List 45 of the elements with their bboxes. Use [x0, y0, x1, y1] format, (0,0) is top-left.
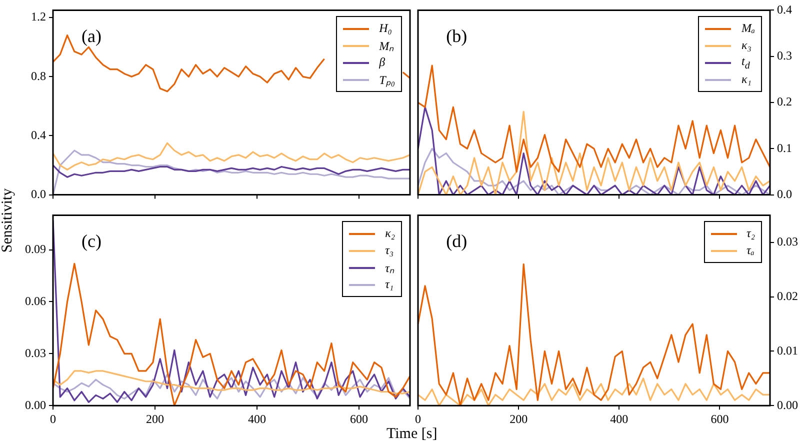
y-tick-label: 0.4	[31, 128, 46, 142]
y2-tick-label: 0.01	[777, 343, 798, 358]
annotation: (d)	[446, 230, 468, 251]
legend-label: Tₚ₀	[379, 72, 395, 88]
y2-tick-label: 0.4	[777, 2, 792, 16]
legend-label: κ₁	[741, 72, 752, 88]
y-tick-label: 0.03	[25, 346, 46, 360]
y2-tick-label: 0.00	[777, 398, 798, 412]
x-tick-label: 600	[350, 412, 368, 426]
x-tick-label: 0	[415, 412, 421, 426]
legend-label: Mₙ	[379, 38, 394, 54]
y2-tick-label: 0.0	[777, 186, 792, 201]
legend-label: κ₂	[385, 226, 395, 242]
legend-label: t$_{d}$	[741, 54, 750, 72]
x-tick-label: 400	[610, 412, 628, 426]
legend-label: τₐ	[746, 243, 754, 258]
annotation: (c)	[82, 230, 102, 251]
annotation: (a)	[82, 26, 102, 46]
y2-tick-label: 0.03	[777, 234, 798, 249]
x-axis-title: Time [s]	[386, 426, 438, 443]
x-tick-label: 0	[50, 412, 56, 426]
y2-tick-label: 0.3	[777, 48, 792, 63]
legend-label: τ₃	[385, 243, 394, 258]
y-tick-label: 0.0	[31, 186, 46, 201]
legend-label: β	[379, 55, 386, 70]
y-tick-label: 0.00	[25, 398, 46, 412]
y-tick-label: 0.06	[25, 294, 46, 308]
y2-tick-label: 0.2	[777, 94, 792, 109]
y-tick-label: 0.8	[31, 68, 46, 83]
y-axis-title: Sensitivity	[0, 188, 17, 252]
legend-label: Mₐ	[741, 21, 755, 36]
legend-label: H₀	[379, 21, 392, 36]
legend-label: κ₃	[741, 38, 752, 54]
y-tick-label: 0.09	[25, 242, 46, 256]
x-tick-label: 600	[710, 412, 729, 426]
x-tick-label: 200	[510, 412, 528, 426]
y2-tick-label: 0.02	[777, 288, 798, 303]
x-tick-label: 200	[146, 412, 164, 426]
y-tick-label: 1.2	[31, 10, 46, 24]
x-tick-label: 400	[248, 412, 266, 426]
annotation: (b)	[446, 26, 468, 46]
legend-label: τₙ	[385, 260, 394, 276]
legend-label: τ₂	[746, 226, 755, 242]
y2-tick-label: 0.1	[777, 140, 792, 155]
legend-label: τ₁	[385, 277, 394, 292]
